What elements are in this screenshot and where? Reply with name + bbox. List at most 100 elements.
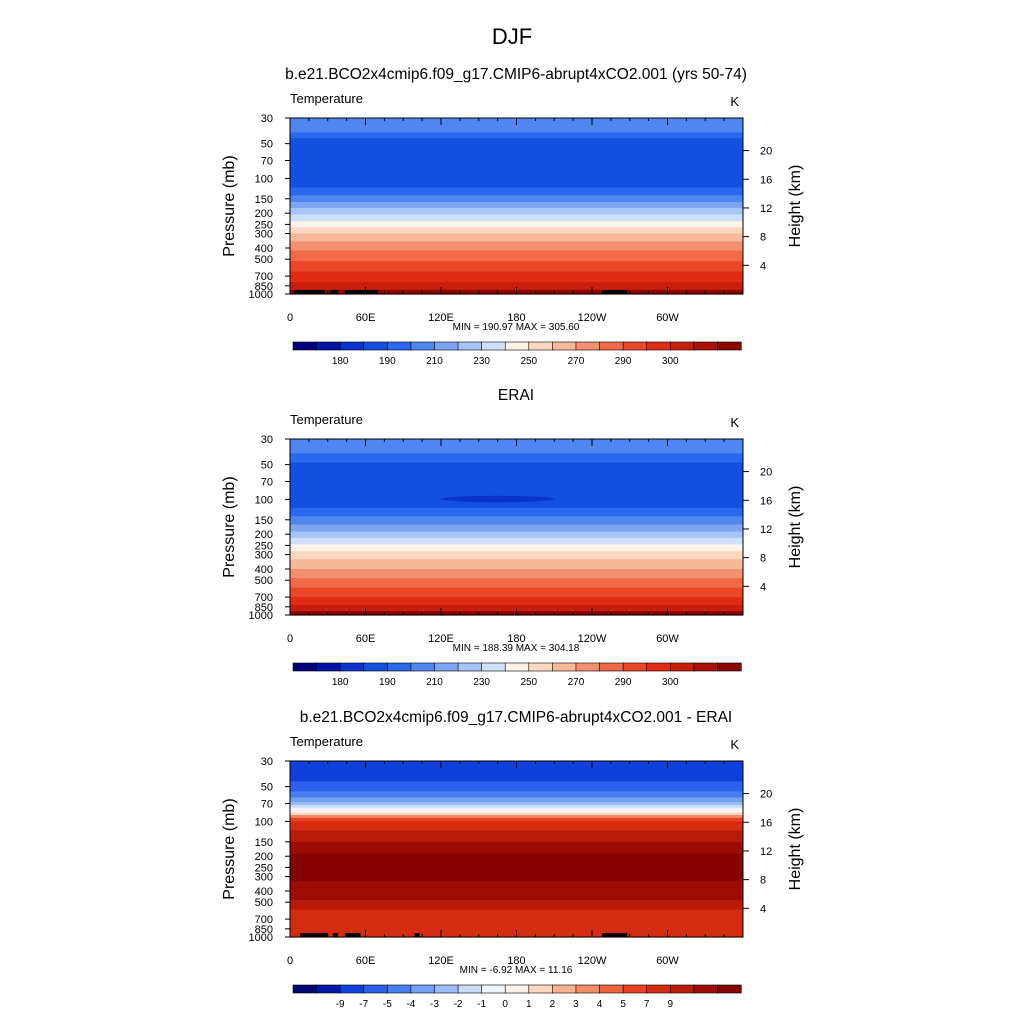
x-tick-label: 120W: [578, 633, 607, 645]
y-tick-label: 400: [255, 886, 273, 898]
y2-tick-label: 12: [760, 846, 772, 858]
y-tick-label: 1000: [249, 610, 273, 622]
contour-band: [290, 507, 743, 517]
y-tick-label: 500: [255, 575, 273, 587]
colorbar-box: [363, 662, 388, 672]
y-axis-title: Pressure (mb): [221, 476, 238, 577]
contour-band: [290, 282, 743, 291]
contour-band: [290, 881, 743, 901]
colorbar: -9 -7 -5 -4 -3 -2 -1 0 1 2 3 4 5 7 9: [292, 984, 742, 1010]
colorbar: 180 190 210 230 250 270 290 300: [292, 341, 742, 367]
topography-mask: [345, 290, 379, 294]
x-tick-label: 120E: [428, 955, 454, 967]
y2-axis-title: Height (km): [787, 165, 804, 248]
y-tick-label: 200: [255, 529, 273, 541]
colorbar-label: 210: [426, 356, 443, 367]
y-tick-label: 150: [255, 837, 273, 849]
y-tick-label: 400: [255, 564, 273, 576]
contour-band: [290, 802, 743, 806]
y2-tick-label: 20: [760, 789, 772, 801]
contour-band: [290, 207, 743, 216]
contour-band: [290, 812, 743, 816]
colorbar-label: 250: [520, 356, 537, 367]
y-tick-label: 150: [255, 194, 273, 206]
colorbar-box: [646, 341, 671, 351]
x-tick-label: 60E: [356, 955, 376, 967]
colorbar-box: [457, 984, 483, 994]
contour-band: [290, 830, 743, 843]
y-axis-title: Pressure (mb): [221, 155, 238, 256]
colorbar-box: [410, 341, 436, 351]
x-tick-label: 180: [507, 312, 525, 324]
colorbar-box: [599, 662, 624, 672]
colorbar-box: [552, 341, 577, 351]
colorbar-label: -2: [454, 999, 463, 1010]
contour-band: [290, 597, 743, 606]
contour-band: [290, 804, 743, 809]
colorbar-label: -3: [430, 999, 439, 1010]
contour-band: [290, 587, 743, 598]
x-tick-label: 180: [507, 955, 525, 967]
colorbar-box: [575, 984, 601, 994]
colorbar-box: [575, 341, 601, 351]
contour-band: [290, 853, 743, 882]
y2-axis-title: Height (km): [787, 486, 804, 569]
colorbar-box: [599, 984, 624, 994]
colorbar-label: 230: [473, 677, 490, 688]
colorbar-box: [504, 662, 530, 672]
y-tick-label: 100: [255, 173, 273, 185]
colorbar-label: 1: [526, 999, 532, 1010]
colorbar-label: 4: [597, 999, 603, 1010]
contour-band: [290, 807, 743, 811]
y-tick-label: 30: [261, 756, 273, 768]
contour-band: [290, 221, 743, 228]
stats-text: MIN = 190.97 MAX = 305.60: [453, 322, 580, 333]
contour-band: [290, 202, 743, 209]
colorbar-label: 230: [473, 356, 490, 367]
colorbar-label: 5: [620, 999, 626, 1010]
y-tick-label: 850: [255, 924, 273, 936]
colorbar-label: 180: [332, 677, 349, 688]
contour-band: [290, 250, 743, 262]
contour-band: [290, 797, 743, 803]
y2-tick-label: 16: [760, 817, 772, 829]
x-tick-label: 180: [507, 633, 525, 645]
colorbar-label: -9: [336, 999, 345, 1010]
colorbar-label: -4: [406, 999, 415, 1010]
x-tick-label: 60E: [356, 633, 376, 645]
colorbar-label: -5: [383, 999, 392, 1010]
colorbar-box: [410, 662, 436, 672]
x-tick-label: 60W: [656, 633, 679, 645]
y-tick-label: 30: [261, 434, 273, 446]
topography-mask: [293, 290, 326, 294]
y2-tick-label: 12: [760, 524, 772, 536]
y-tick-label: 700: [255, 592, 273, 604]
colorbar-box: [693, 984, 719, 994]
colorbar-label: -7: [359, 999, 368, 1010]
y-tick-label: 700: [255, 914, 273, 926]
y2-axis-title: Height (km): [787, 808, 804, 891]
panel-units-label: K: [730, 737, 739, 752]
panel-1: b.e21.BCO2x4cmip6.f09_g17.CMIP6-abrupt4x…: [221, 66, 804, 367]
panel-2: ERAI Temperature K 0 60E 120E 180 120W 60W 30 50 70…: [221, 387, 804, 688]
y-axis-title: Pressure (mb): [221, 798, 238, 899]
colorbar-label: 270: [568, 677, 585, 688]
colorbar-label: 0: [502, 999, 508, 1010]
contour-band: [290, 453, 743, 464]
colorbar-label: 190: [379, 677, 396, 688]
panel-left-label: Temperature: [290, 412, 363, 427]
y-tick-label: 200: [255, 851, 273, 863]
colorbar-box: [575, 662, 601, 672]
contour-band: [290, 499, 743, 509]
panel-units-label: K: [730, 415, 739, 430]
colorbar-box: [339, 984, 365, 994]
colorbar-label: 250: [520, 677, 537, 688]
y-tick-label: 850: [255, 281, 273, 293]
contour-band: [290, 132, 743, 139]
colorbar-box: [669, 662, 695, 672]
y-tick-label: 300: [255, 229, 273, 241]
contour-band: [290, 551, 743, 560]
colorbar-box: [481, 341, 506, 351]
colorbar-box: [717, 662, 742, 672]
